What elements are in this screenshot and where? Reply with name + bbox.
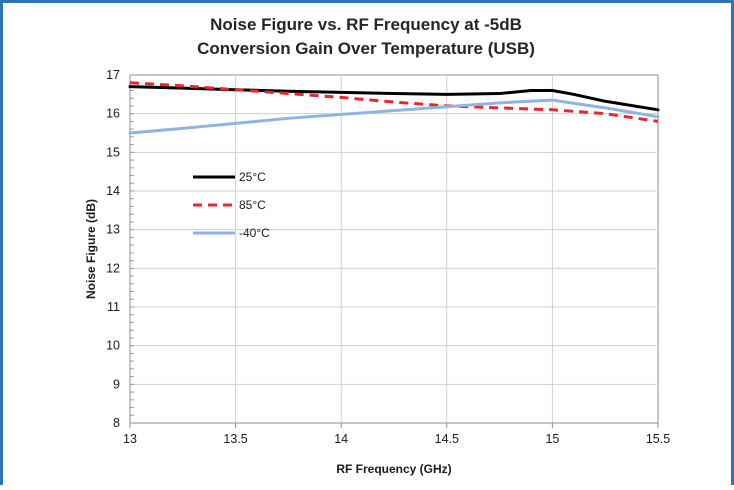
x-tick-label: 14.5 [435, 432, 459, 446]
y-tick-labels: 8 9 10 11 12 13 14 15 16 17 [106, 68, 120, 430]
x-tick-label: 13.5 [223, 432, 247, 446]
noise-figure-chart: Noise Figure vs. RF Frequency at -5dB Co… [84, 15, 670, 476]
x-tick-label: 15.5 [646, 432, 670, 446]
x-tick-labels: 13 13.5 14 14.5 15 15.5 [123, 432, 670, 446]
legend-label-40c: -40°C [239, 226, 270, 240]
y-tick-label: 9 [113, 377, 120, 391]
legend-label-25c: 25°C [239, 170, 266, 184]
y-tick-label: 13 [106, 223, 120, 237]
data-series [128, 81, 660, 135]
x-axis-title: RF Frequency (GHz) [336, 462, 451, 476]
chart-title-line-2: Conversion Gain Over Temperature (USB) [197, 39, 535, 58]
series-line-40c [128, 98, 660, 135]
y-minor-ticks [130, 74, 134, 424]
y-tick-label: 8 [113, 416, 120, 430]
legend-label-85c: 85°C [239, 198, 266, 212]
x-tick-label: 13 [123, 432, 137, 446]
y-tick-label: 16 [106, 107, 120, 121]
y-axis-title: Noise Figure (dB) [84, 199, 98, 299]
x-tick-label: 14 [334, 432, 348, 446]
y-tick-label: 15 [106, 145, 120, 159]
y-tick-label: 10 [106, 339, 120, 353]
plot-area [129, 74, 659, 424]
y-tick-label: 14 [106, 184, 120, 198]
legend: 25°C 85°C -40°C [193, 170, 270, 240]
y-tick-label: 12 [106, 261, 120, 275]
chart-title-line-1: Noise Figure vs. RF Frequency at -5dB [210, 15, 522, 34]
y-tick-label: 17 [106, 68, 120, 82]
x-tick-label: 15 [545, 432, 559, 446]
y-tick-label: 11 [107, 300, 120, 314]
series-line-85c [129, 81, 659, 123]
gridlines [129, 75, 659, 428]
